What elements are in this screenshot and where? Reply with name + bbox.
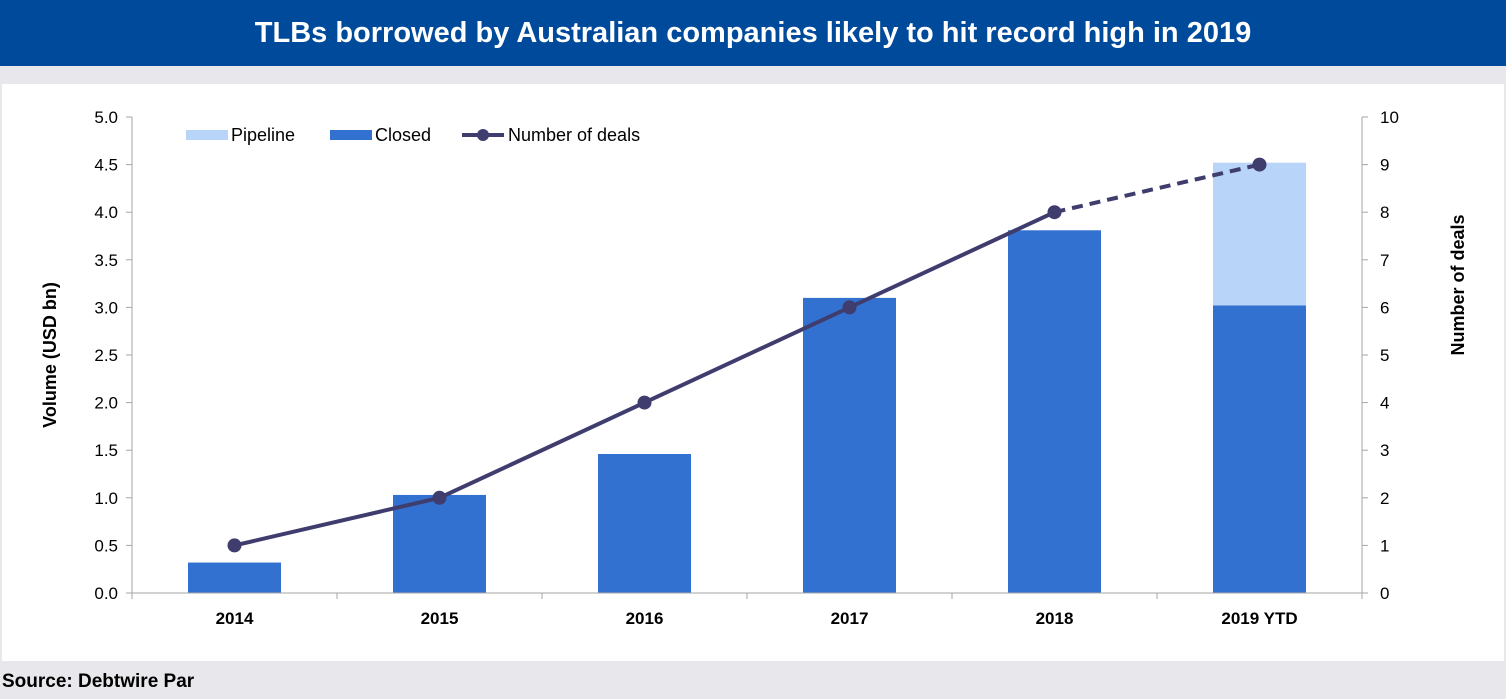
y-tick-label-left: 3.5 [94,251,118,270]
bar-closed [1008,230,1101,593]
x-tick-label: 2015 [421,609,459,628]
y-tick-label-left: 4.0 [94,203,118,222]
y-tick-label-right: 7 [1380,251,1389,270]
legend-marker-deals [477,129,489,141]
y-tick-label-right: 5 [1380,346,1389,365]
y-tick-label-right: 1 [1380,536,1389,555]
y-tick-label-right: 4 [1380,394,1389,413]
bar-closed [598,454,691,593]
bar-closed [1213,305,1306,593]
deals-point [637,395,652,410]
bar-closed [188,562,281,593]
y-tick-label-right: 10 [1380,108,1399,127]
x-tick-label: 2014 [216,609,254,628]
legend-label-deals: Number of deals [508,125,640,145]
deals-point [1252,157,1267,172]
x-tick-label: 2018 [1036,609,1074,628]
legend-label-closed: Closed [375,125,431,145]
legend-swatch-pipeline [186,130,228,140]
y-tick-label-right: 3 [1380,441,1389,460]
deals-point [1047,205,1062,220]
deals-point [842,300,857,315]
x-tick-label: 2019 YTD [1221,609,1297,628]
y-axis-title-left: Volume (USD bn) [40,282,60,428]
chart-svg: 0.0 0.5 1.0 1.5 2.0 2.5 3.0 3.5 4.0 4.5 5.0 0 1 2 3 4 5 6… [40,108,1468,628]
y-tick-label-left: 1.5 [94,441,118,460]
y-tick-label-left: 4.5 [94,156,118,175]
y-tick-label-right: 0 [1380,584,1389,603]
plot-area: 0.0 0.5 1.0 1.5 2.0 2.5 3.0 3.5 4.0 4.5 5.0 0 1 2 3 4 5 6… [2,84,1504,661]
y-tick-label-left: 3.0 [94,298,118,317]
bar-closed [393,494,486,593]
bar-pipeline [1213,162,1306,306]
y-tick-label-right: 8 [1380,203,1389,222]
deals-point [227,538,242,553]
y-tick-label-left: 0.0 [94,584,118,603]
y-tick-label-right: 9 [1380,156,1389,175]
y-tick-label-left: 5.0 [94,108,118,127]
x-tick-label: 2016 [626,609,664,628]
y-tick-label-left: 2.5 [94,346,118,365]
bar-closed [803,297,896,593]
x-tick-label: 2017 [831,609,869,628]
y-axis-title-right: Number of deals [1448,214,1468,355]
y-tick-label-left: 0.5 [94,536,118,555]
chart-title: TLBs borrowed by Australian companies li… [0,0,1506,66]
y-tick-label-right: 6 [1380,298,1389,317]
y-tick-label-right: 2 [1380,489,1389,508]
source-note: Source: Debtwire Par [2,671,195,692]
y-tick-label-left: 1.0 [94,489,118,508]
legend-swatch-closed [330,130,372,140]
legend-label-pipeline: Pipeline [231,125,295,145]
y-tick-label-left: 2.0 [94,394,118,413]
deals-point [432,490,447,505]
